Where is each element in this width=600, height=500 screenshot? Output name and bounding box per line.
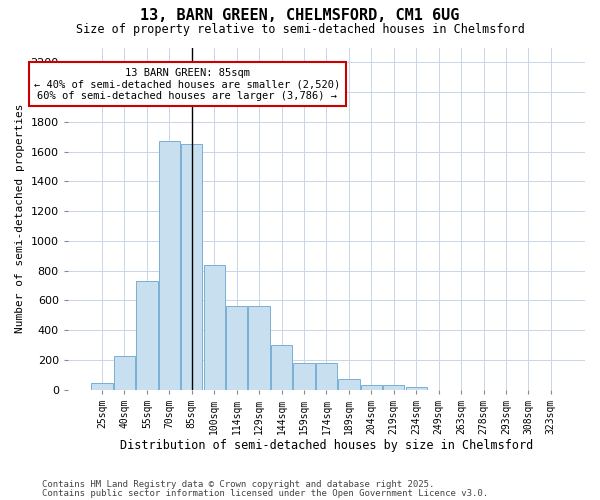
- Bar: [226, 306, 247, 390]
- Text: 13, BARN GREEN, CHELMSFORD, CM1 6UG: 13, BARN GREEN, CHELMSFORD, CM1 6UG: [140, 8, 460, 22]
- Bar: [181, 144, 202, 390]
- Text: 13 BARN GREEN: 85sqm
← 40% of semi-detached houses are smaller (2,520)
60% of se: 13 BARN GREEN: 85sqm ← 40% of semi-detac…: [34, 68, 340, 101]
- Bar: [316, 363, 337, 390]
- Text: Contains HM Land Registry data © Crown copyright and database right 2025.: Contains HM Land Registry data © Crown c…: [42, 480, 434, 489]
- Bar: [203, 264, 225, 390]
- Bar: [383, 385, 404, 390]
- Bar: [91, 383, 113, 390]
- Bar: [406, 386, 427, 390]
- Text: Size of property relative to semi-detached houses in Chelmsford: Size of property relative to semi-detach…: [76, 22, 524, 36]
- Bar: [114, 356, 135, 390]
- Bar: [158, 141, 180, 390]
- Bar: [338, 380, 359, 390]
- Text: Contains public sector information licensed under the Open Government Licence v3: Contains public sector information licen…: [42, 489, 488, 498]
- Bar: [136, 281, 158, 390]
- Bar: [271, 345, 292, 390]
- Bar: [248, 306, 270, 390]
- X-axis label: Distribution of semi-detached houses by size in Chelmsford: Distribution of semi-detached houses by …: [120, 440, 533, 452]
- Bar: [361, 385, 382, 390]
- Y-axis label: Number of semi-detached properties: Number of semi-detached properties: [15, 104, 25, 334]
- Bar: [293, 363, 314, 390]
